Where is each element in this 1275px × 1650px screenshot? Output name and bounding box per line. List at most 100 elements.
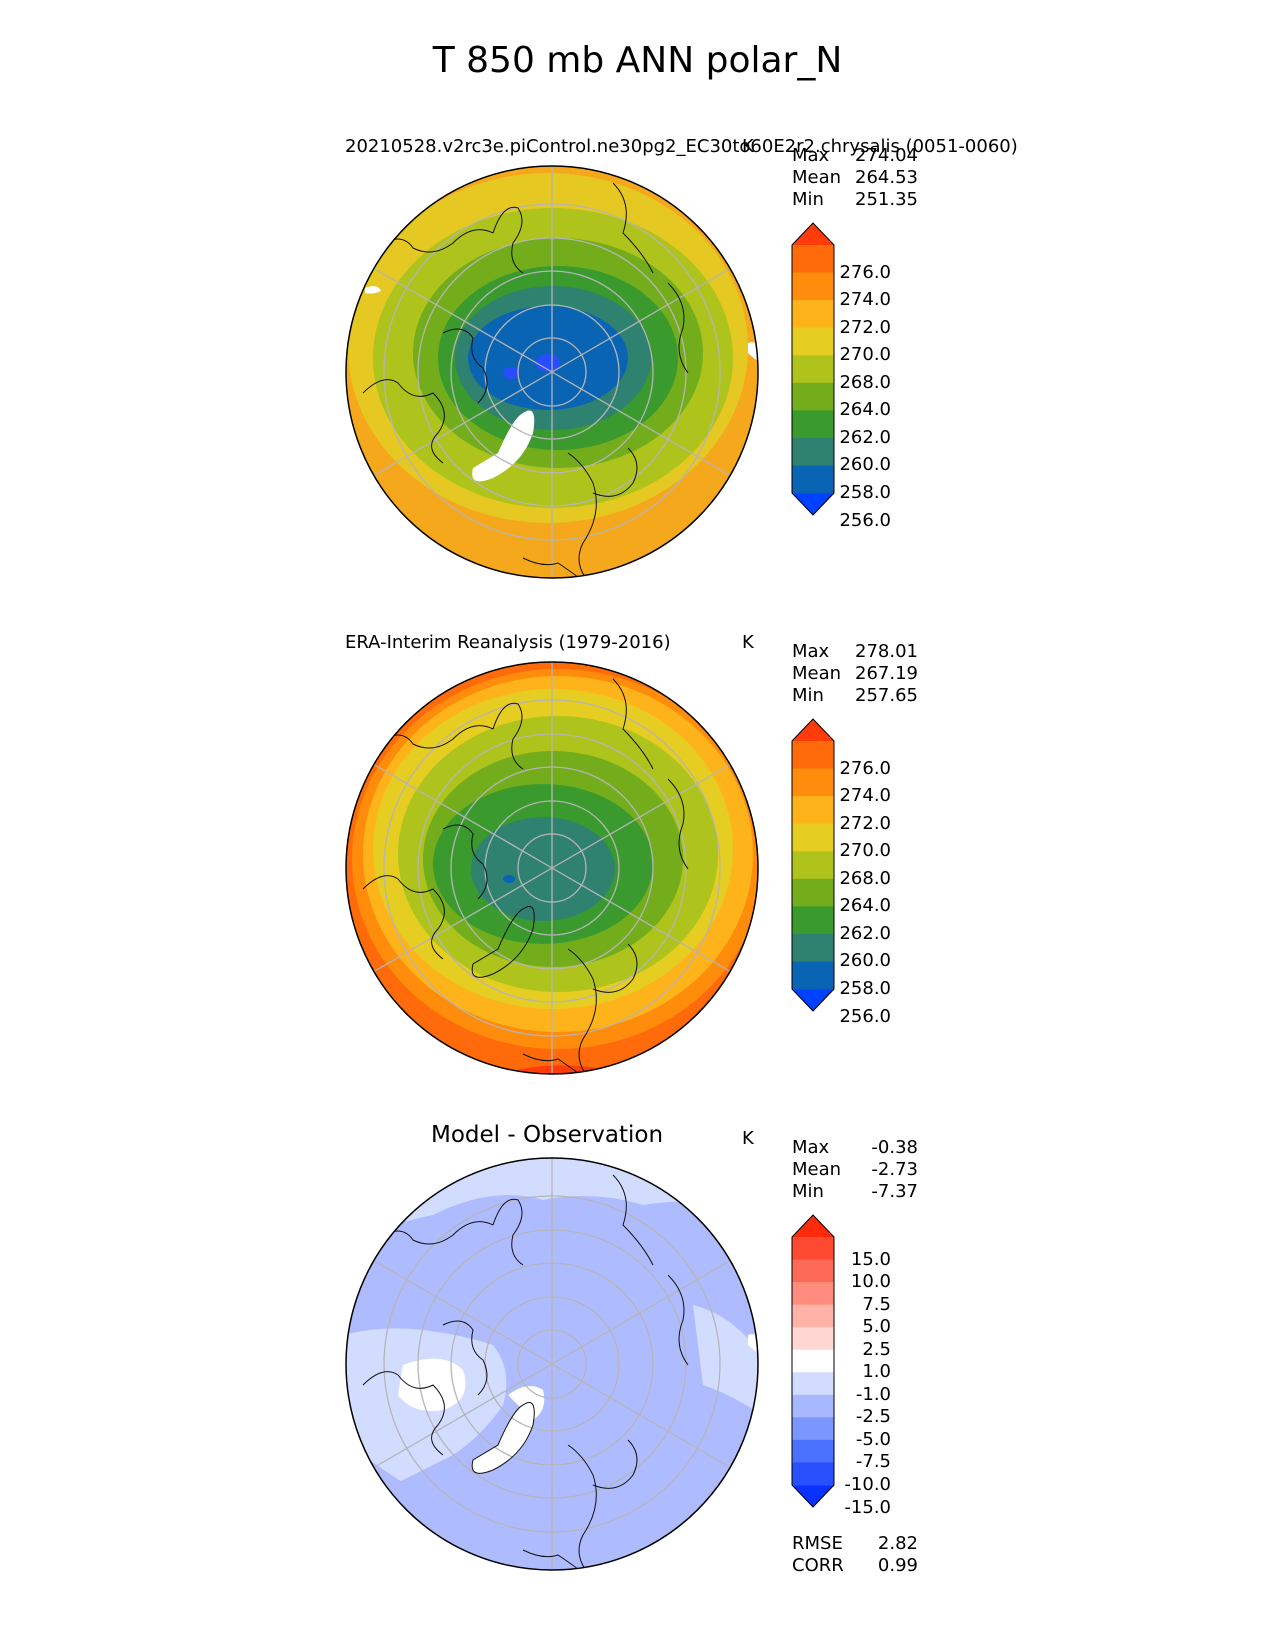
colorbar-tick-label: -7.5 [855, 1451, 891, 1473]
panel-obs-min-value: 257.65 [855, 685, 918, 706]
figure-title: T 850 mb ANN polar_N [432, 40, 843, 81]
colorbar-segment [792, 410, 834, 439]
colorbar-tick-label: 264.0 [839, 399, 891, 421]
panel-obs-max-value: 278.01 [855, 641, 918, 662]
colorbar-tick-label: 260.0 [839, 950, 891, 972]
colorbar-extend-top [792, 1215, 834, 1237]
polar-map-obs [345, 661, 759, 1075]
colorbar-segment [792, 878, 834, 907]
polar-map-model [345, 165, 759, 579]
colorbar-outline [791, 222, 835, 516]
colorbar-segment [792, 1462, 834, 1486]
panel-obs-min-label: Min [792, 685, 824, 706]
colorbar-tick-label: 2.5 [862, 1338, 891, 1360]
colorbar-tick-label: 5.0 [862, 1316, 891, 1338]
colorbar-tick-label: 258.0 [839, 978, 891, 999]
colorbar-tick-label: 272.0 [839, 316, 891, 338]
colorbar-tick-label: 272.0 [839, 812, 891, 834]
panel-diff-min-label: Min [792, 1181, 824, 1202]
colorbar-segment [792, 1259, 834, 1283]
colorbar-tick-label: 264.0 [839, 895, 891, 917]
colorbar-tick-label: 7.5 [862, 1293, 891, 1315]
colorbar-segment [792, 1282, 834, 1306]
colorbar-segment [792, 933, 834, 962]
colorbar-tick-label: 276.0 [839, 757, 891, 779]
panel-model-max-label: Max [792, 145, 830, 166]
colorbar-tick-label: -5.0 [855, 1428, 891, 1450]
colorbar-tick-label: 256.0 [839, 1005, 891, 1027]
colorbar-segment [792, 823, 834, 852]
colorbar-segment [792, 768, 834, 797]
colorbar-tick-label: 270.0 [839, 840, 891, 862]
colorbar-tick-label: 260.0 [839, 454, 891, 476]
panel-diff-max-label: Max [792, 1137, 830, 1158]
colorbar-segment [792, 272, 834, 301]
colorbar-segment [792, 1394, 834, 1418]
colorbar-tick-label: 256.0 [839, 509, 891, 531]
colorbar-outline [791, 1214, 835, 1508]
colorbar-tick-label: -1.0 [855, 1383, 891, 1405]
colorbar-segment [792, 437, 834, 466]
panel-diff-mean-label: Mean [792, 1159, 842, 1180]
colorbar-outline [791, 718, 835, 1012]
colorbar-tick-label: 1.0 [862, 1361, 891, 1383]
colorbar-tick-label: -10.0 [844, 1474, 891, 1495]
colorbar-segment [792, 382, 834, 411]
panel-diff-min-value: -7.37 [871, 1181, 918, 1202]
colorbar-tick-label: 262.0 [839, 426, 891, 448]
panel-obs-mean-value: 267.19 [855, 663, 918, 684]
colorbar-extend-bottom [792, 1485, 834, 1507]
colorbar-diff [791, 1214, 835, 1508]
panel-diff-max-value: -0.38 [871, 1137, 918, 1158]
panel-model-max-value: 274.04 [855, 145, 918, 166]
colorbar-tick-label: 262.0 [839, 922, 891, 944]
panel-obs-max-label: Max [792, 641, 830, 662]
colorbar-extend-top [792, 223, 834, 245]
colorbar-segment [792, 741, 834, 770]
panel-model-min-value: 251.35 [855, 189, 918, 210]
colorbar-tick-label: 270.0 [839, 344, 891, 366]
colorbar-segment [792, 1237, 834, 1261]
colorbar-segment [792, 1327, 834, 1351]
panel-diff-units: K [742, 1128, 754, 1149]
colorbar-segment [792, 465, 834, 494]
colorbar-tick-label: -15.0 [844, 1496, 891, 1518]
panel-diff-mean-value: -2.73 [871, 1159, 918, 1180]
rmse-label: RMSE [792, 1533, 843, 1554]
colorbar-segment [792, 851, 834, 880]
colorbar-tick-label: 268.0 [839, 867, 891, 889]
panel-obs-mean-label: Mean [792, 663, 842, 684]
panel-diff-title: Model - Observation [431, 1122, 664, 1148]
panel-model-mean-value: 264.53 [855, 167, 918, 188]
colorbar-tick-label: 274.0 [839, 289, 891, 311]
colorbar-segment [792, 245, 834, 274]
colorbar-tick-label: -2.5 [855, 1406, 891, 1428]
colorbar-segment [792, 906, 834, 935]
colorbar-segment [792, 327, 834, 356]
colorbar-extend-top [792, 719, 834, 741]
colorbar-extend-bottom [792, 493, 834, 515]
colorbar-segment [792, 796, 834, 825]
colorbar-segment [792, 1304, 834, 1328]
colorbar-extend-bottom [792, 989, 834, 1011]
panel-model-units: K [742, 136, 754, 157]
colorbar-segment [792, 355, 834, 384]
panel-model-title: 20210528.v2rc3e.piControl.ne30pg2_EC30to… [345, 136, 1018, 157]
colorbar-tick-label: 15.0 [850, 1248, 891, 1270]
colorbar-segment [792, 300, 834, 329]
colorbar-tick-label: 258.0 [839, 482, 891, 503]
colorbar-model [791, 222, 835, 516]
panel-obs-units: K [742, 632, 754, 653]
colorbar-obs [791, 718, 835, 1012]
colorbar-tick-label: 276.0 [839, 261, 891, 283]
colorbar-segment [792, 1372, 834, 1396]
colorbar-tick-label: 274.0 [839, 785, 891, 807]
colorbar-segment [792, 1349, 834, 1373]
corr-label: CORR [792, 1555, 844, 1576]
colorbar-segment [792, 961, 834, 990]
polar-map-diff [345, 1157, 759, 1571]
colorbar-segment [792, 1439, 834, 1463]
corr-value: 0.99 [877, 1555, 918, 1576]
colorbar-segment [792, 1417, 834, 1441]
panel-obs-title: ERA-Interim Reanalysis (1979-2016) [345, 632, 671, 653]
